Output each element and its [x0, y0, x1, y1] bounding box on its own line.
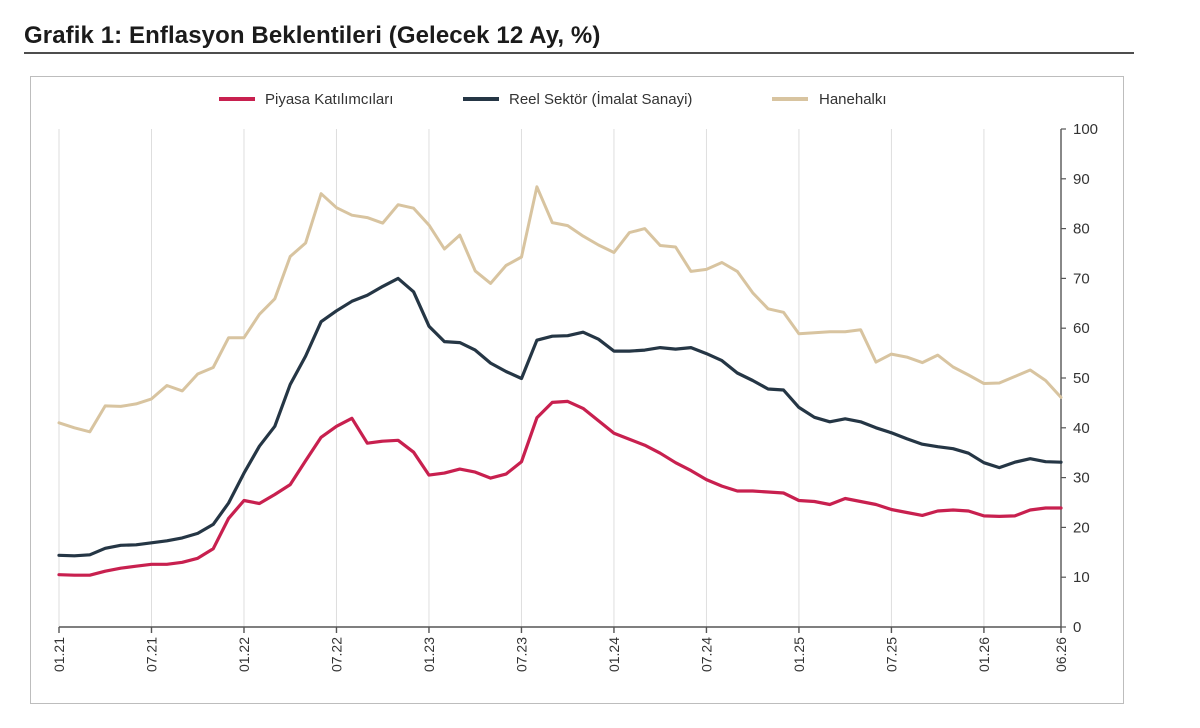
x-tick-label-07.25: 07.25 — [883, 637, 899, 672]
y-tick-label-70: 70 — [1073, 270, 1090, 287]
y-tick-label-90: 90 — [1073, 171, 1090, 188]
legend-label-piyasa: Piyasa Katılımcıları — [265, 91, 393, 108]
x-tick-label-07.22: 07.22 — [328, 637, 344, 672]
chart-title: Grafik 1: Enflasyon Beklentileri (Gelece… — [24, 22, 601, 49]
y-tick-label-80: 80 — [1073, 221, 1090, 238]
line-chart: 0 10 20 30 40 50 60 70 80 90 100 01.21 07.21 01.22 07… — [51, 90, 1098, 672]
y-tick-label-20: 20 — [1073, 519, 1090, 536]
y-tick-label-30: 30 — [1073, 470, 1090, 487]
y-tick-label-0: 0 — [1073, 619, 1081, 636]
y-axis-tick-labels: 0 10 20 30 40 50 60 70 80 90 100 — [1073, 121, 1098, 636]
legend-label-hane: Hanehalkı — [819, 91, 887, 108]
y-tick-label-50: 50 — [1073, 370, 1090, 387]
axes — [58, 128, 1066, 633]
x-tick-label-07.24: 07.24 — [698, 637, 714, 672]
x-tick-label-07.23: 07.23 — [513, 637, 529, 672]
series-line-hane — [57, 185, 1063, 434]
y-tick-label-60: 60 — [1073, 320, 1090, 337]
title-rule — [24, 52, 1134, 54]
x-tick-label-01.23: 01.23 — [421, 637, 437, 672]
x-tick-label-06.26: 06.26 — [1053, 637, 1069, 672]
y-tick-label-100: 100 — [1073, 121, 1098, 138]
y-tick-label-10: 10 — [1073, 569, 1090, 586]
series-line-reel — [57, 276, 1063, 558]
x-tick-label-01.21: 01.21 — [51, 637, 67, 672]
x-axis-tick-labels: 01.21 07.21 01.22 07.22 01.23 07.23 01.24 07.24… — [51, 637, 1069, 672]
y-tick-label-40: 40 — [1073, 420, 1090, 437]
series-line-piyasa — [57, 399, 1063, 577]
x-tick-label-01.26: 01.26 — [976, 637, 992, 672]
legend: Piyasa Katılımcıları Reel Sektör (İmalat … — [219, 90, 887, 108]
x-tick-label-01.22: 01.22 — [236, 637, 252, 672]
x-tick-label-01.24: 01.24 — [606, 637, 622, 672]
chart-frame: 0 10 20 30 40 50 60 70 80 90 100 01.21 07.21 01.22 07… — [30, 76, 1124, 704]
x-tick-label-07.21: 07.21 — [143, 637, 159, 672]
x-tick-label-01.25: 01.25 — [791, 637, 807, 672]
series-lines — [57, 185, 1063, 577]
legend-label-reel: Reel Sektör (İmalat Sanayi) — [509, 90, 692, 108]
